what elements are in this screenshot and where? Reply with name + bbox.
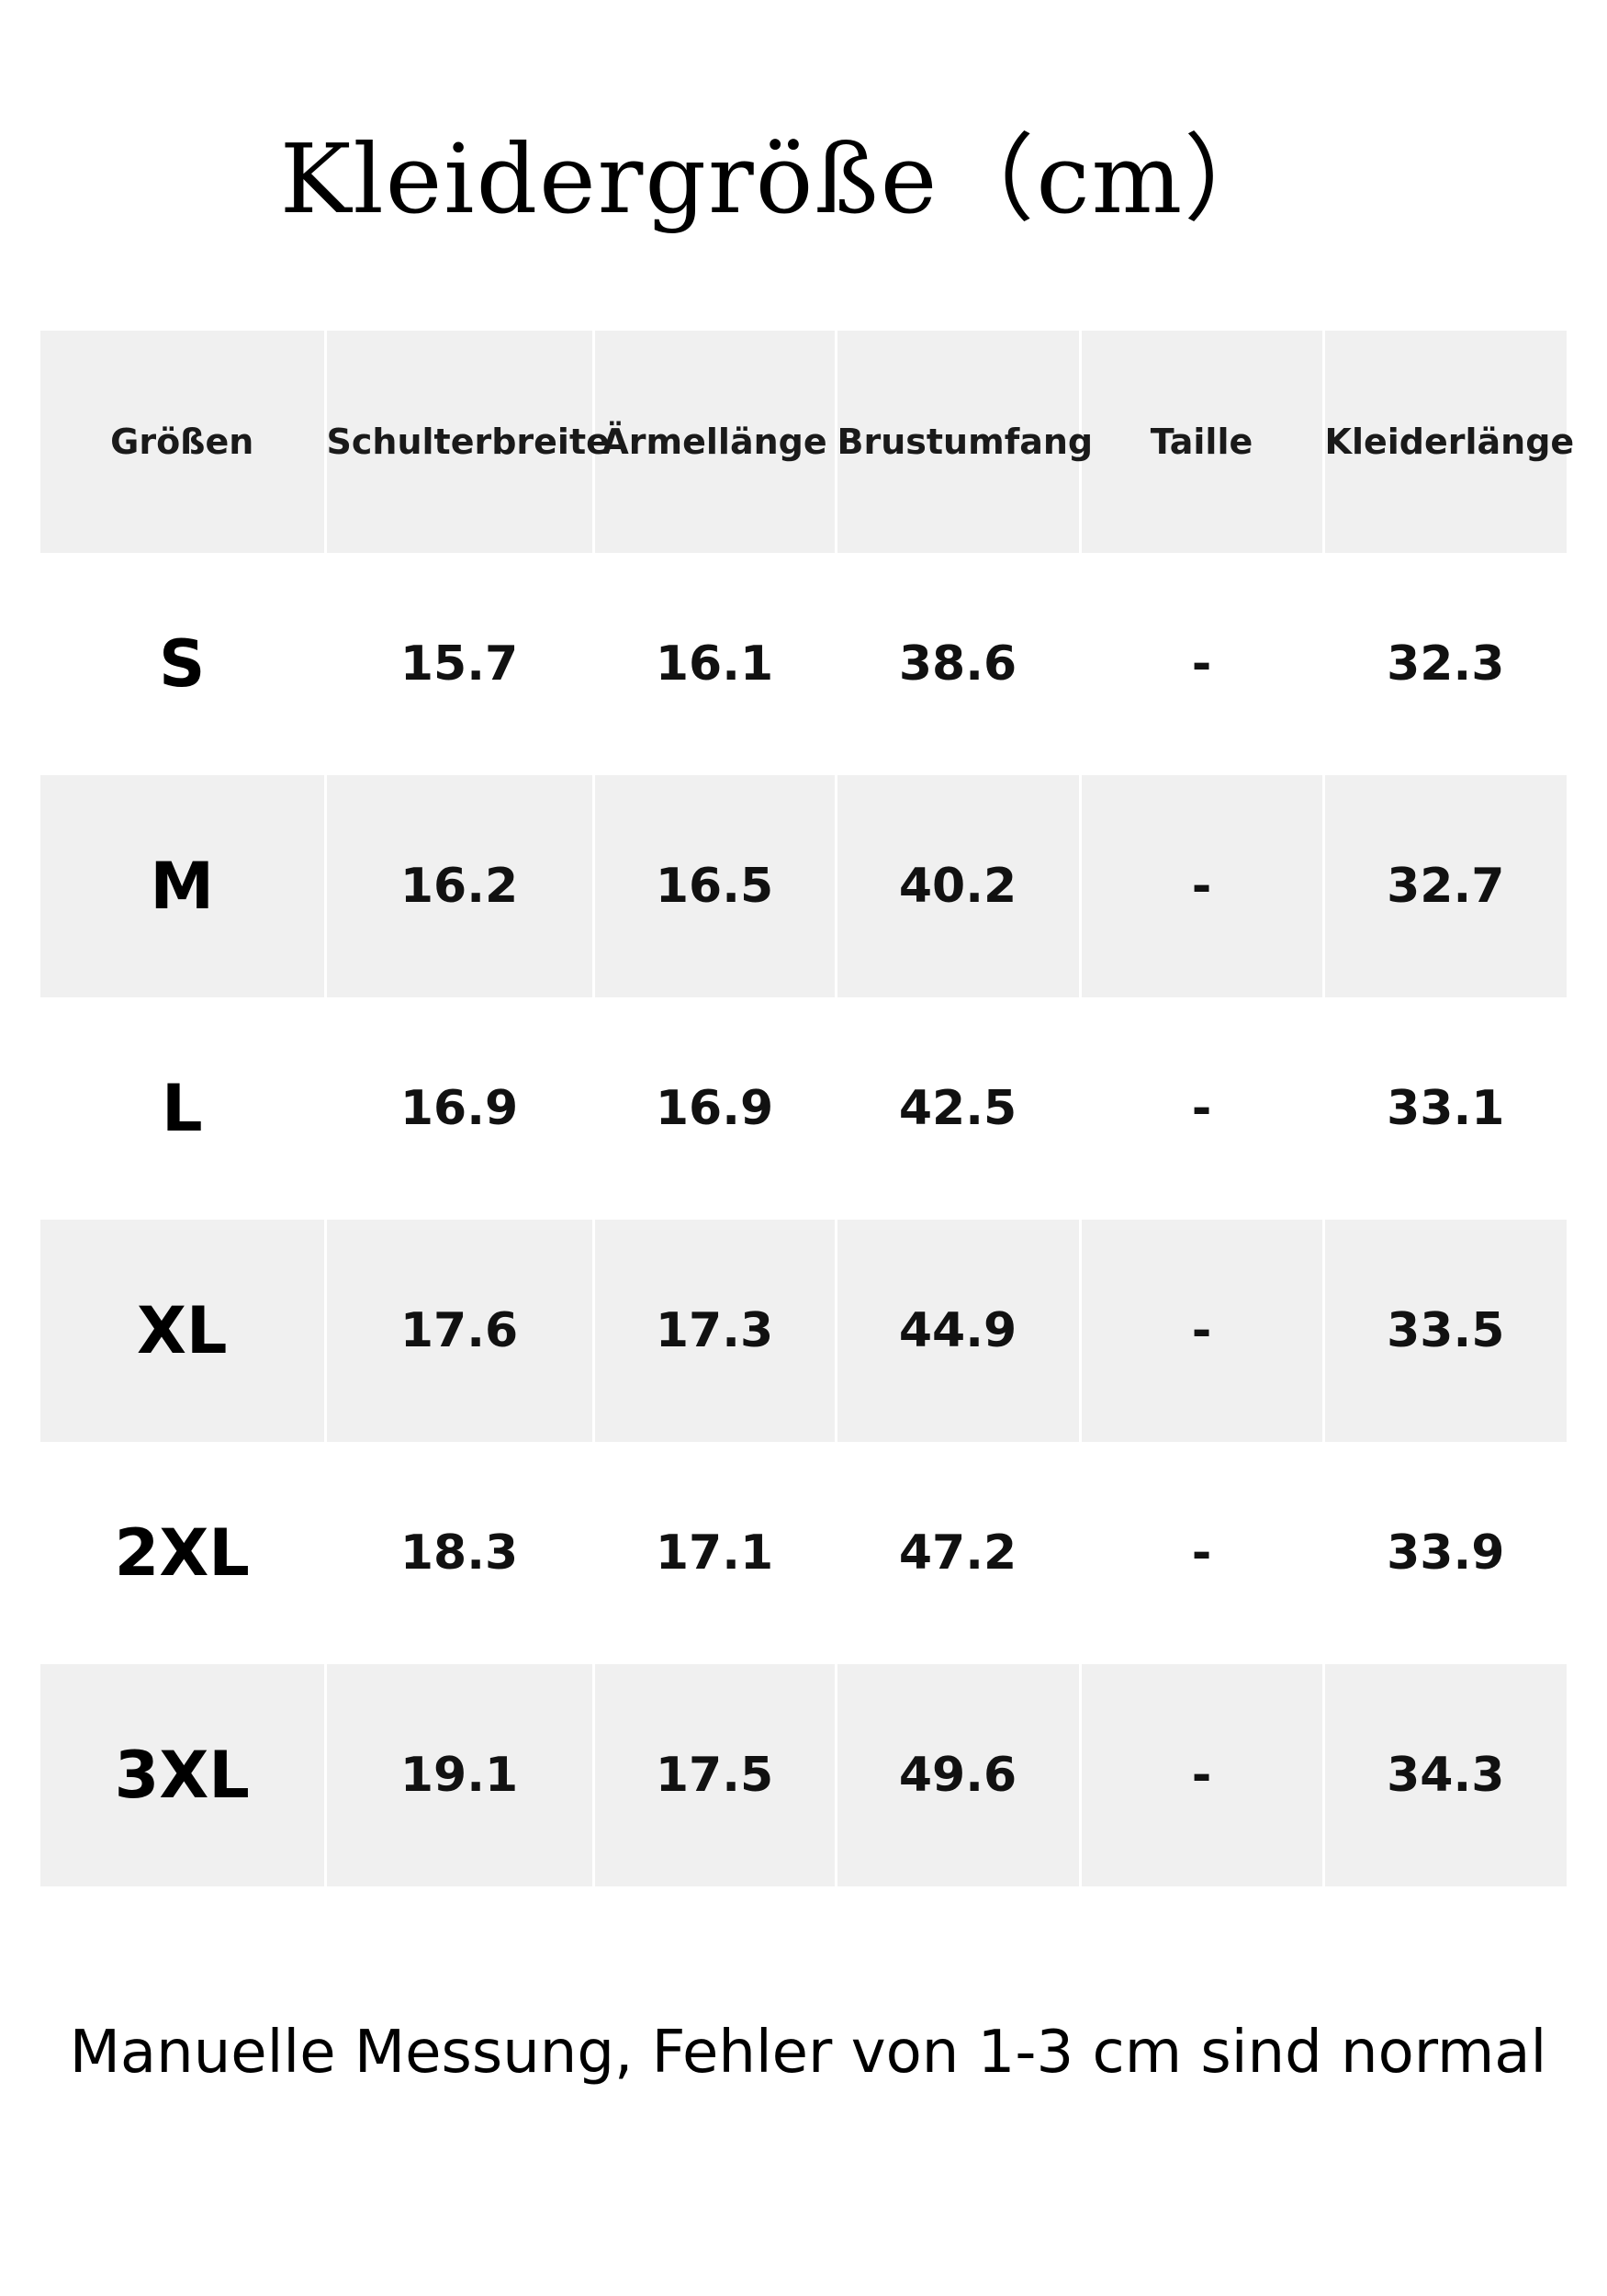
header-aermellaenge: Ärmellänge (593, 331, 837, 553)
cell-kleiderlaenge: 34.3 (1323, 1664, 1567, 1886)
header-kleiderlaenge: Kleiderlänge (1323, 331, 1574, 553)
cell-kleiderlaenge: 32.7 (1323, 775, 1567, 997)
cell-brustumfang: 38.6 (836, 553, 1082, 775)
table-row: L 16.9 16.9 42.5 - 33.1 (40, 997, 1567, 1220)
cell-kleiderlaenge: 33.1 (1323, 997, 1567, 1220)
table-row: 2XL 18.3 17.1 47.2 - 33.9 (40, 1442, 1567, 1664)
table-row: S 15.7 16.1 38.6 - 32.3 (40, 553, 1567, 775)
cell-schulterbreite: 18.3 (325, 1442, 595, 1664)
cell-kleiderlaenge: 33.9 (1323, 1442, 1567, 1664)
cell-brustumfang: 40.2 (836, 775, 1082, 997)
header-taille: Taille (1080, 331, 1325, 553)
header-brustumfang: Brustumfang (836, 331, 1093, 553)
cell-taille: - (1080, 553, 1325, 775)
cell-aermellaenge: 17.3 (593, 1220, 837, 1442)
cell-schulterbreite: 16.2 (325, 775, 595, 997)
table-row: M 16.2 16.5 40.2 - 32.7 (40, 775, 1567, 997)
measurement-note: Manuelle Messung, Fehler von 1-3 cm sind… (69, 2019, 1547, 2087)
header-schulterbreite: Schulterbreite (325, 331, 610, 553)
cell-kleiderlaenge: 32.3 (1323, 553, 1567, 775)
table-header-row: Größen Schulterbreite Ärmellänge Brustum… (40, 331, 1574, 553)
cell-aermellaenge: 17.5 (593, 1664, 837, 1886)
size-label: M (40, 775, 327, 997)
cell-aermellaenge: 16.5 (593, 775, 837, 997)
cell-brustumfang: 42.5 (836, 997, 1082, 1220)
cell-schulterbreite: 15.7 (325, 553, 595, 775)
cell-taille: - (1080, 1220, 1325, 1442)
cell-aermellaenge: 16.1 (593, 553, 837, 775)
size-label: S (40, 553, 327, 775)
size-chart-table: Größen Schulterbreite Ärmellänge Brustum… (40, 331, 1574, 1886)
cell-aermellaenge: 17.1 (593, 1442, 837, 1664)
size-label: XL (40, 1220, 327, 1442)
cell-taille: - (1080, 1664, 1325, 1886)
cell-brustumfang: 49.6 (836, 1664, 1082, 1886)
cell-brustumfang: 47.2 (836, 1442, 1082, 1664)
table-row: 3XL 19.1 17.5 49.6 - 34.3 (40, 1664, 1567, 1886)
cell-brustumfang: 44.9 (836, 1220, 1082, 1442)
cell-schulterbreite: 19.1 (325, 1664, 595, 1886)
size-label: 2XL (40, 1442, 327, 1664)
size-label: 3XL (40, 1664, 327, 1886)
cell-schulterbreite: 16.9 (325, 997, 595, 1220)
cell-taille: - (1080, 775, 1325, 997)
header-groessen: Größen (40, 331, 327, 553)
page-title: Kleidergröße（cm） (279, 123, 1282, 235)
cell-kleiderlaenge: 33.5 (1323, 1220, 1567, 1442)
cell-taille: - (1080, 1442, 1325, 1664)
cell-aermellaenge: 16.9 (593, 997, 837, 1220)
cell-schulterbreite: 17.6 (325, 1220, 595, 1442)
cell-taille: - (1080, 997, 1325, 1220)
size-label: L (40, 997, 327, 1220)
table-row: XL 17.6 17.3 44.9 - 33.5 (40, 1220, 1567, 1442)
